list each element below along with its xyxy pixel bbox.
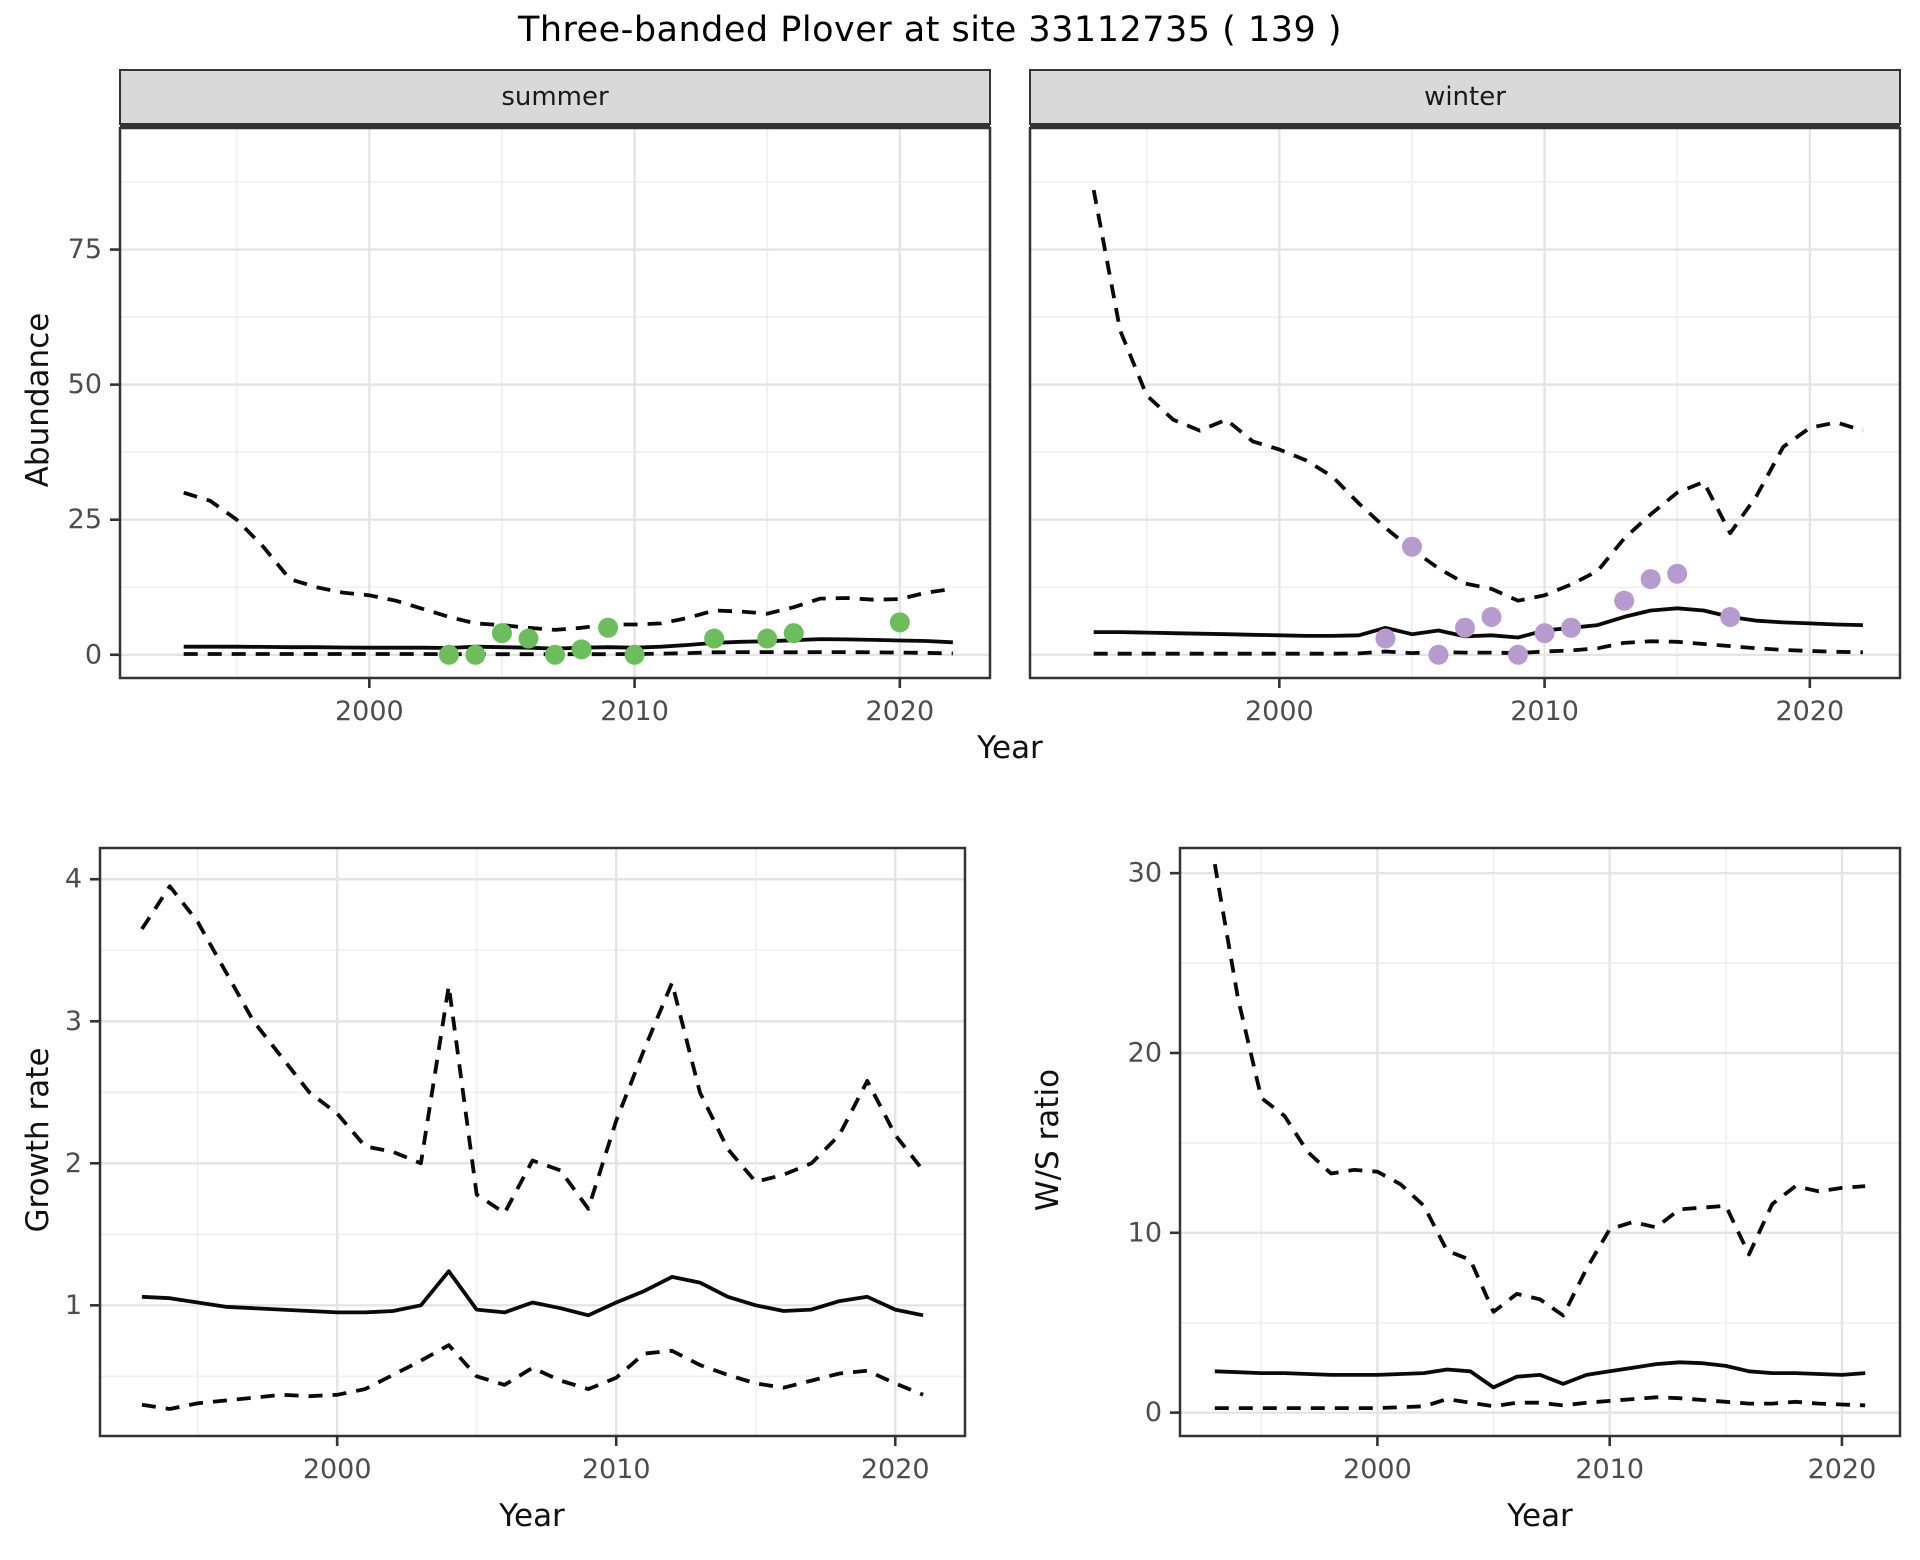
y-tick-label: 0 [85, 639, 102, 670]
observed-data-point [889, 612, 910, 633]
observed-data-point [1508, 644, 1529, 665]
y-tick-label: 1 [65, 1290, 82, 1321]
series-upper_95ci-dashed-line [1091, 189, 1864, 603]
series-lower_95ci-dashed-line [183, 650, 953, 657]
panel-border [1028, 126, 1902, 680]
observed-data-point [1667, 563, 1688, 584]
observed-data-point [438, 644, 459, 665]
observed-data-point [1640, 569, 1661, 590]
observed-data-point [1455, 617, 1475, 638]
observed-data-point [704, 628, 725, 649]
facet-strip-label: winter [1424, 82, 1506, 112]
series-lower_95ci-dashed-line [1093, 639, 1863, 656]
facet-strip [119, 69, 991, 125]
x-tick-label: 2000 [335, 696, 404, 727]
x-tick-label: 2010 [1510, 696, 1579, 727]
observed-data-point [545, 644, 565, 665]
observed-data-point [1561, 617, 1582, 638]
x-tick-label: 2020 [1808, 1454, 1877, 1485]
series-median-solid-line [141, 1269, 924, 1318]
y-tick-label: 20 [1128, 1037, 1162, 1068]
page-title: Three-banded Plover at site 33112735 ( 1… [517, 10, 1343, 50]
observed-data-point [1428, 644, 1449, 665]
observed-data-point [465, 644, 486, 665]
x-tick-label: 2010 [1575, 1454, 1644, 1485]
panel-border [118, 126, 992, 680]
ratio-x-axis-label: Year [1507, 1498, 1573, 1534]
x-tick-label: 2000 [303, 1454, 372, 1485]
growth-x-axis-label: Year [499, 1498, 565, 1534]
series-upper_95ci-dashed-line [140, 884, 925, 1215]
series-median-solid-line [1093, 606, 1863, 640]
x-tick-label: 2000 [1245, 696, 1314, 727]
panel-border [98, 846, 967, 1438]
series-median-solid-line [183, 637, 953, 651]
y-tick-label: 30 [1128, 858, 1162, 889]
facet-strip-label: summer [501, 82, 609, 112]
x-tick-label: 2000 [1343, 1454, 1412, 1485]
x-tick-label: 2010 [600, 696, 669, 727]
y-tick-label: 75 [68, 234, 102, 265]
y-tick-label: 3 [65, 1006, 82, 1037]
x-tick-label: 2020 [865, 696, 934, 727]
y-tick-label: 50 [68, 369, 102, 400]
observed-data-point [1375, 628, 1396, 649]
x-tick-label: 2020 [1775, 696, 1844, 727]
series-upper_95ci-dashed-line [183, 490, 954, 632]
y-tick-label: 2 [65, 1148, 82, 1179]
observed-data-point [1614, 590, 1635, 611]
observed-data-point [1534, 623, 1555, 644]
observed-data-point [757, 628, 778, 649]
series-lower_95ci-dashed-line [1214, 1395, 1866, 1410]
observed-data-point [491, 623, 512, 644]
series-median-solid-line [1214, 1360, 1866, 1390]
observed-data-point [571, 639, 592, 660]
y-tick-label: 4 [65, 864, 82, 895]
observed-data-point [518, 628, 539, 649]
observed-data-point [624, 644, 645, 665]
panel-border [1178, 846, 1902, 1438]
series-upper_95ci-dashed-line [1212, 863, 1866, 1318]
observed-data-point [1481, 606, 1502, 627]
top-x-axis-label: Year [977, 730, 1043, 766]
x-tick-label: 2010 [582, 1454, 651, 1485]
y-tick-label: 10 [1128, 1217, 1162, 1248]
observed-data-point [598, 617, 619, 638]
observed-data-point [1401, 536, 1422, 557]
y-tick-label: 0 [1145, 1397, 1162, 1428]
x-tick-label: 2020 [861, 1454, 930, 1485]
facet-strip [1029, 69, 1901, 125]
observed-data-point [1720, 606, 1741, 627]
y-tick-label: 25 [68, 504, 102, 535]
series-lower_95ci-dashed-line [141, 1343, 924, 1411]
observed-data-point [783, 623, 804, 644]
